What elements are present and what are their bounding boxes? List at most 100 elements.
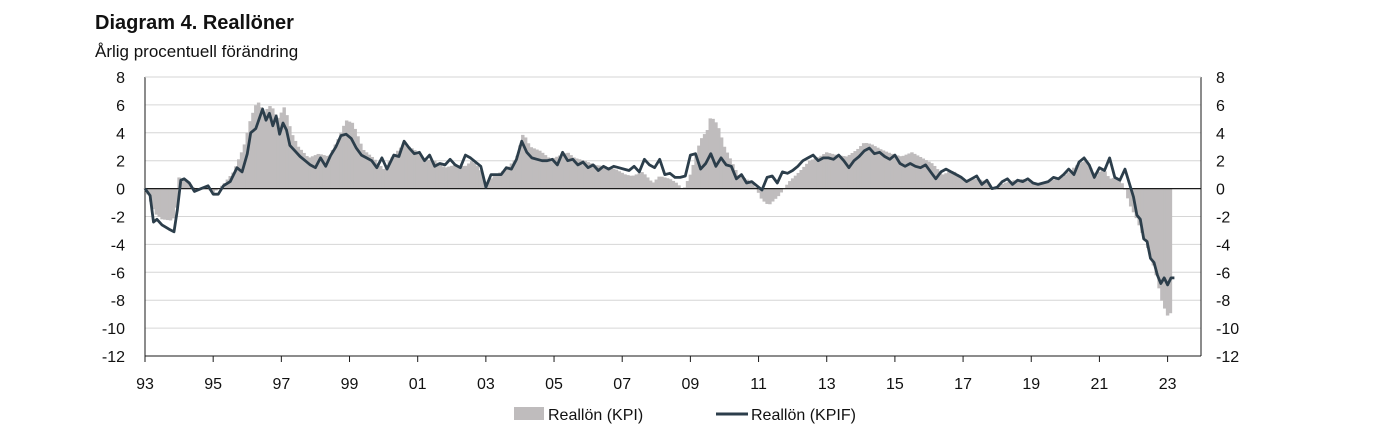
bar-reallon-kpi: [401, 144, 406, 189]
bar-reallon-kpi: [1069, 170, 1073, 189]
bar-reallon-kpi: [873, 146, 877, 189]
bar-reallon-kpi: [523, 137, 528, 189]
bar-reallon-kpi: [606, 167, 610, 189]
bar-reallon-kpi: [1097, 171, 1102, 189]
bar-reallon-kpi: [418, 155, 423, 189]
bar-reallon-kpi: [711, 118, 715, 189]
bar-reallon-kpi: [756, 188, 761, 193]
bar-reallon-kpi: [424, 159, 428, 189]
y-tick-label-right: -12: [1216, 349, 1239, 366]
bar-reallon-kpi: [842, 156, 846, 189]
bar-reallon-kpi: [765, 188, 769, 204]
bar-reallon-kpi: [597, 165, 602, 189]
bar-reallon-kpi: [949, 170, 954, 189]
bar-reallon-kpi: [364, 152, 369, 189]
bar-reallon-kpi: [1077, 163, 1082, 189]
bar-reallon-kpi: [319, 154, 323, 189]
bar-reallon-kpi: [387, 161, 392, 189]
bar-reallon-kpi: [1140, 188, 1144, 233]
bar-reallon-kpi: [910, 152, 914, 189]
bar-reallon-kpi: [677, 185, 681, 189]
bar-reallon-kpi: [302, 152, 306, 189]
bar-reallon-kpi: [893, 154, 897, 189]
bar-reallon-kpi: [356, 136, 360, 189]
bar-reallon-kpi: [325, 155, 329, 189]
bar-reallon-kpi: [907, 153, 911, 189]
bar-reallon-kpi: [262, 111, 267, 189]
bar-reallon-kpi: [947, 172, 951, 189]
bar-reallon-kpi: [398, 147, 403, 189]
line-reallon-kpif: [143, 107, 1175, 287]
bar-reallon-kpi: [1100, 168, 1104, 189]
bar-reallon-kpi: [961, 178, 965, 189]
y-tick-label-right: -4: [1216, 237, 1230, 254]
bar-reallon-kpi: [469, 161, 474, 189]
bar-reallon-kpi: [353, 128, 357, 189]
x-tick-label: 03: [477, 376, 495, 393]
bar-reallon-kpi: [1063, 174, 1068, 189]
y-tick-label-left: -12: [102, 349, 125, 366]
bar-reallon-kpi: [1001, 183, 1005, 189]
bar-reallon-kpi: [878, 149, 883, 189]
bar-reallon-kpi: [904, 154, 908, 189]
bar-reallon-kpi: [254, 105, 258, 189]
bar-reallon-kpi: [691, 164, 695, 189]
bar-reallon-kpi: [322, 155, 326, 189]
y-tick-label-left: -10: [102, 321, 125, 338]
bar-reallon-kpi: [251, 112, 255, 189]
bar-reallon-kpi: [1117, 180, 1122, 189]
x-tick-label: 13: [818, 376, 836, 393]
bar-reallon-kpi: [1046, 181, 1051, 189]
bar-reallon-kpi: [771, 188, 775, 202]
legend-label-kpif: Reallön (KPIF): [751, 407, 856, 424]
bar-reallon-kpi: [1165, 188, 1170, 316]
bar-reallon-kpi: [313, 155, 318, 189]
bar-reallon-kpi: [370, 156, 374, 189]
bar-reallon-kpi: [478, 170, 482, 189]
bar-reallon-kpi: [1086, 164, 1090, 189]
bar-reallon-kpi: [305, 156, 309, 189]
bar-reallon-kpi: [1092, 172, 1096, 189]
bar-reallon-kpi: [586, 162, 590, 189]
bar-reallon-kpi: [717, 128, 721, 189]
bar-reallon-kpi: [538, 150, 542, 189]
bar-reallon-kpi: [1151, 188, 1156, 266]
bar-reallon-kpi: [430, 160, 434, 189]
bar-reallon-kpi: [753, 186, 758, 189]
bar-reallon-kpi: [853, 151, 857, 189]
bar-reallon-kpi: [557, 155, 562, 189]
bar-reallon-kpi: [719, 137, 724, 189]
bar-reallon-kpi: [665, 178, 670, 189]
bar-reallon-kpi: [913, 153, 917, 189]
bar-reallon-kpi: [333, 144, 338, 189]
bar-reallon-kpi: [1052, 179, 1056, 189]
bar-reallon-kpi: [151, 188, 156, 210]
bar-reallon-kpi: [492, 176, 497, 189]
y-tick-label-right: 2: [1216, 154, 1225, 171]
bar-reallon-kpi: [887, 152, 891, 189]
bar-reallon-kpi: [583, 160, 588, 189]
bar-reallon-kpi: [830, 153, 835, 189]
bar-reallon-kpi: [464, 165, 468, 189]
bar-reallon-kpi: [856, 148, 860, 189]
bar-reallon-kpi: [861, 143, 866, 189]
bar-reallon-kpi: [234, 166, 238, 189]
legend-label-kpi: Reallön (KPI): [548, 407, 643, 424]
y-tick-label-left: 4: [116, 126, 125, 143]
bar-reallon-kpi: [339, 132, 343, 189]
y-tick-label-left: 0: [116, 182, 125, 199]
bar-reallon-kpi: [330, 150, 335, 189]
x-tick-label: 93: [136, 376, 154, 393]
bar-reallon-kpi: [725, 152, 730, 189]
bar-reallon-kpi: [930, 163, 934, 189]
bar-reallon-kpi: [1168, 188, 1173, 314]
bar-reallon-kpi: [952, 171, 957, 189]
bar-reallon-kpi: [327, 155, 332, 189]
x-tick-label: 09: [681, 376, 699, 393]
bar-reallon-kpi: [455, 165, 460, 189]
bar-reallon-kpi: [174, 188, 178, 208]
bar-reallon-kpi: [404, 145, 409, 189]
bar-reallon-kpi: [759, 188, 764, 199]
bar-reallon-kpi: [844, 156, 849, 189]
bar-reallon-kpi: [748, 181, 752, 189]
